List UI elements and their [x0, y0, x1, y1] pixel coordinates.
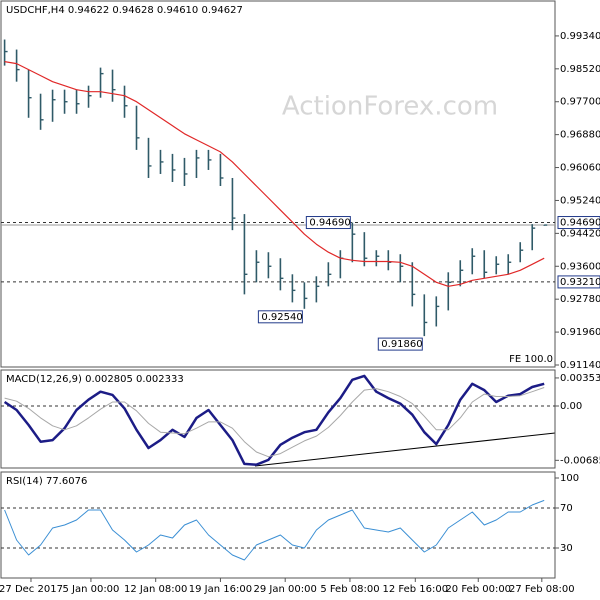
watermark: ActionForex.com: [282, 92, 498, 122]
y-tick-label: 0.96060: [560, 163, 600, 174]
y-tick-label: 0.91140: [560, 360, 600, 371]
annotation-label: 0.94690: [309, 218, 350, 229]
y-tick-label: 0.94420: [560, 228, 600, 239]
y-tick-label: 0.93600: [560, 261, 600, 272]
y-tick-label: 0.91960: [560, 327, 600, 338]
level-label: 0.94690: [560, 218, 600, 229]
x-tick-label: 5 Jan 00:00: [62, 584, 119, 595]
macd-trendline: [254, 432, 556, 467]
annotation-label: 0.92540: [261, 312, 302, 323]
series-line: [4, 387, 545, 458]
y-tick-label: 0.003538: [560, 373, 600, 384]
x-tick-label: 12 Jan 08:00: [124, 584, 187, 595]
panel-title: USDCHF,H4 0.94622 0.94628 0.94610 0.9462…: [6, 5, 243, 16]
panel-frame: [0, 471, 556, 579]
y-tick-label: 0.99340: [560, 31, 600, 42]
panel-frame: [0, 0, 556, 368]
y-tick-label: 100: [560, 473, 579, 484]
x-tick-label: 5 Feb 08:00: [320, 584, 379, 595]
x-tick-label: 12 Feb 16:00: [382, 584, 448, 595]
level-label-box: [557, 216, 600, 230]
panel-title: MACD(12,26,9) 0.002805 0.002333: [6, 374, 184, 385]
y-tick-label: -0.006853: [560, 455, 600, 466]
level-label: 0.93210: [560, 277, 600, 288]
annotation-box: [257, 310, 303, 324]
x-tick-label: 27 Dec 2017: [0, 584, 63, 595]
x-tick-label: 27 Feb 08:00: [509, 584, 575, 595]
x-tick-label: 20 Feb 00:00: [445, 584, 511, 595]
y-tick-label: 0.95240: [560, 195, 600, 206]
series-line: [3, 374, 545, 466]
y-tick-label: 0.92780: [560, 294, 600, 305]
annotation-box: [377, 337, 423, 351]
y-tick-label: 30: [560, 543, 573, 554]
panel-title: RSI(14) 77.6076: [6, 476, 87, 487]
series-line: [4, 61, 545, 287]
y-tick-label: 0.00: [560, 401, 582, 412]
series-line: [4, 499, 545, 561]
x-tick-label: 19 Jan 16:00: [189, 584, 252, 595]
annotation-box: [305, 216, 351, 230]
x-tick-label: 29 Jan 00:00: [254, 584, 317, 595]
note: FE 100.0: [509, 354, 553, 365]
annotation-label: 0.91860: [381, 339, 422, 350]
level-label-box: [557, 275, 600, 289]
y-tick-label: 0.98520: [560, 64, 600, 75]
y-tick-label: 0.97700: [560, 97, 600, 108]
y-tick-label: 70: [560, 503, 573, 514]
y-tick-label: 0.96880: [560, 130, 600, 141]
panel-frame: [0, 369, 556, 469]
